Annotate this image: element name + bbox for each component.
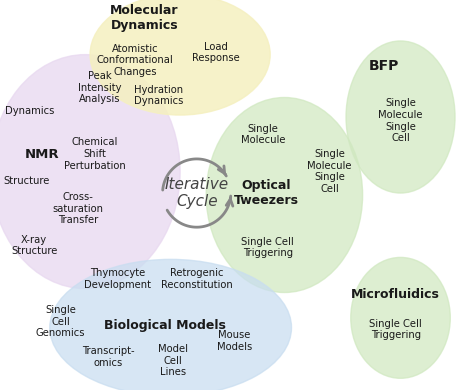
Ellipse shape bbox=[206, 98, 363, 292]
Text: NMR: NMR bbox=[24, 147, 59, 161]
Text: Cross-
saturation
Transfer: Cross- saturation Transfer bbox=[53, 192, 104, 225]
Text: Mouse
Models: Mouse Models bbox=[217, 330, 252, 352]
Text: Biological Models: Biological Models bbox=[104, 319, 226, 332]
Ellipse shape bbox=[50, 259, 292, 390]
Text: Transcript-
omics: Transcript- omics bbox=[82, 346, 135, 368]
Text: Chemical
Shift
Perturbation: Chemical Shift Perturbation bbox=[64, 137, 126, 171]
Ellipse shape bbox=[90, 0, 270, 115]
Text: BFP: BFP bbox=[369, 59, 399, 73]
Text: Structure: Structure bbox=[3, 176, 49, 186]
Text: Single Cell
Triggering: Single Cell Triggering bbox=[369, 319, 422, 340]
Ellipse shape bbox=[351, 257, 450, 378]
Text: Dynamics: Dynamics bbox=[5, 106, 54, 116]
Text: Optical
Tweezers: Optical Tweezers bbox=[234, 179, 299, 207]
Text: Single
Cell
Genomics: Single Cell Genomics bbox=[36, 305, 85, 339]
Text: Single
Molecule: Single Molecule bbox=[241, 124, 285, 145]
Text: Single
Molecule
Single
Cell: Single Molecule Single Cell bbox=[378, 99, 423, 143]
Text: Molecular
Dynamics: Molecular Dynamics bbox=[110, 4, 179, 32]
Text: Iterative
Cycle: Iterative Cycle bbox=[164, 177, 229, 209]
Text: Single Cell
Triggering: Single Cell Triggering bbox=[241, 237, 294, 259]
Text: Hydration
Dynamics: Hydration Dynamics bbox=[134, 85, 183, 106]
Text: Retrogenic
Reconstitution: Retrogenic Reconstitution bbox=[161, 268, 233, 290]
Text: Microfluidics: Microfluidics bbox=[351, 288, 440, 301]
Ellipse shape bbox=[346, 41, 455, 193]
Text: Load
Response: Load Response bbox=[192, 42, 239, 64]
Text: X-ray
Structure: X-ray Structure bbox=[11, 235, 57, 257]
Text: Single
Molecule
Single
Cell: Single Molecule Single Cell bbox=[307, 149, 352, 194]
Text: Thymocyte
Development: Thymocyte Development bbox=[84, 268, 151, 290]
Text: Peak
Intensity
Analysis: Peak Intensity Analysis bbox=[78, 71, 121, 105]
Text: Model
Cell
Lines: Model Cell Lines bbox=[158, 344, 188, 378]
Text: Atomistic
Conformational
Changes: Atomistic Conformational Changes bbox=[97, 44, 173, 77]
Ellipse shape bbox=[0, 55, 180, 289]
